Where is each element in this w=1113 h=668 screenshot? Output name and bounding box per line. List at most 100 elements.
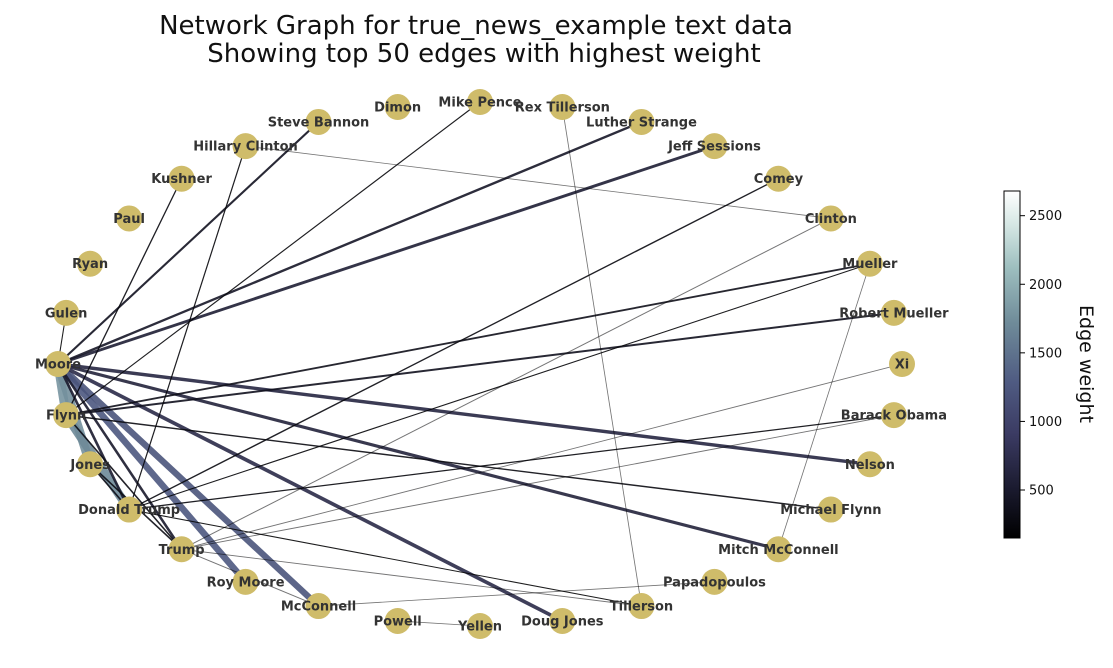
node-powell: Powell [374,607,422,634]
node-label: Flynn [46,409,86,424]
node-marker [232,568,259,595]
edge-donald_trump-hillary_clinton [128,145,247,510]
edge-layer [53,101,903,627]
edge-flynn-michael_flynn [66,414,831,511]
node-marker [765,165,792,192]
edge-trump-tillerson [181,548,642,607]
node-dimon: Dimon [374,94,421,121]
node-mcconnell: McConnell [281,593,356,620]
node-jones: Jones [69,451,110,478]
edge-flynn-kushner [65,178,183,416]
colorbar-label: Edge weight [1075,305,1097,423]
edge-trump-xi [181,363,903,550]
node-mitch_mcconnell: Mitch McConnell [718,536,839,563]
colorbar-ticks: 500 1000 1500 2000 2500 [1020,209,1062,498]
node-jeff_sessions: Jeff Sessions [667,133,761,160]
edge-donald_trump-barack_obama [129,414,894,511]
node-kushner: Kushner [151,165,212,192]
node-layer: Moore Gulen Ryan Paul Kushner Hillary Clinton… [35,89,949,639]
edge-trump-barack_obama [181,414,894,550]
node-marker [889,351,915,377]
node-marker [628,108,655,135]
edge-flynn-mueller [65,262,871,417]
node-tillerson: Tillerson [610,593,673,620]
node-mueller: Mueller [842,250,898,277]
edge-powell-yellen [397,620,481,627]
edge-moore-luther_strange [57,120,642,366]
node-marker [53,299,80,326]
node-label: Gulen [45,306,87,321]
node-label: Michael Flynn [780,503,881,518]
node-marker [467,89,493,115]
edge-moore-trump [56,363,183,550]
node-label: Powell [374,614,422,629]
node-label: Moore [35,358,81,373]
node-marker [856,250,883,277]
node-label: Hillary Clinton [193,140,298,155]
node-trump: Trump [159,536,205,563]
node-clinton: Clinton [805,205,857,232]
edge-moore-steve_bannon [57,121,320,365]
node-luther_strange: Luther Strange [586,108,697,135]
node-label: Luther Strange [586,115,697,130]
node-label: Kushner [151,172,212,187]
node-marker [232,133,259,160]
node-label: Jeff Sessions [667,140,761,155]
edge-flynn-trump [65,414,183,550]
graph-title-line2: Showing top 50 edges with highest weight [207,39,760,69]
node-gulen: Gulen [45,299,87,326]
node-label: Xi [895,358,909,373]
node-marker [467,613,493,639]
node-xi: Xi [889,351,915,377]
edge-moore-donald_trump [56,363,131,511]
edge-mcconnell-papadopoulos [318,581,715,607]
node-barack_obama: Barack Obama [841,402,947,429]
node-marker [856,451,883,478]
node-marker [880,402,907,429]
node-roy_moore: Roy Moore [207,568,285,595]
node-marker [168,536,195,563]
node-marker [116,496,143,523]
node-label: Barack Obama [841,409,947,424]
node-nelson: Nelson [845,451,895,478]
node-label: Jones [69,458,110,473]
edge-donald_trump-mueller [128,263,871,511]
edge-donald_trump-tillerson [129,509,642,607]
edge-flynn-mike_pence [65,101,481,416]
node-marker [77,250,104,277]
node-marker [701,568,728,595]
node-marker [817,496,844,523]
edge-flynn-robert_mueller [65,311,895,417]
node-moore: Moore [35,351,81,377]
node-label: Rex Tillerson [515,101,610,116]
node-marker [305,593,332,620]
node-label: Tillerson [610,600,673,615]
node-paul: Paul [113,205,145,232]
colorbar-tick-label: 2000 [1029,278,1062,293]
node-rex_tillerson: Rex Tillerson [515,94,610,121]
edge-donald_trump-comey [128,178,779,511]
node-donald_trump: Donald Trump [78,496,180,523]
node-mike_pence: Mike Pence [438,89,522,115]
node-label: Dimon [374,101,421,116]
edge-moore-jeff_sessions [57,144,715,366]
node-marker [549,94,576,121]
edge-moore-mitch_mcconnell [57,362,779,551]
node-marker [53,402,80,429]
colorbar-tick-label: 1500 [1029,346,1062,361]
colorbar-gradient [1003,190,1021,539]
colorbar-tick-label: 1000 [1029,415,1062,430]
edge-moore-doug_jones [57,362,564,623]
node-papadopoulos: Papadopoulos [663,568,766,595]
node-label: Robert Mueller [839,306,949,321]
edge-mueller-mitch_mcconnell [778,263,871,550]
node-label: McConnell [281,600,356,615]
node-label: Mitch McConnell [718,543,838,558]
edge-moore-roy_moore [55,361,249,584]
node-marker [628,593,655,620]
edge-hillary_clinton-clinton [245,145,831,219]
node-label: Steve Bannon [268,115,370,130]
node-label: Trump [159,543,205,558]
node-label: Doug Jones [521,614,604,629]
